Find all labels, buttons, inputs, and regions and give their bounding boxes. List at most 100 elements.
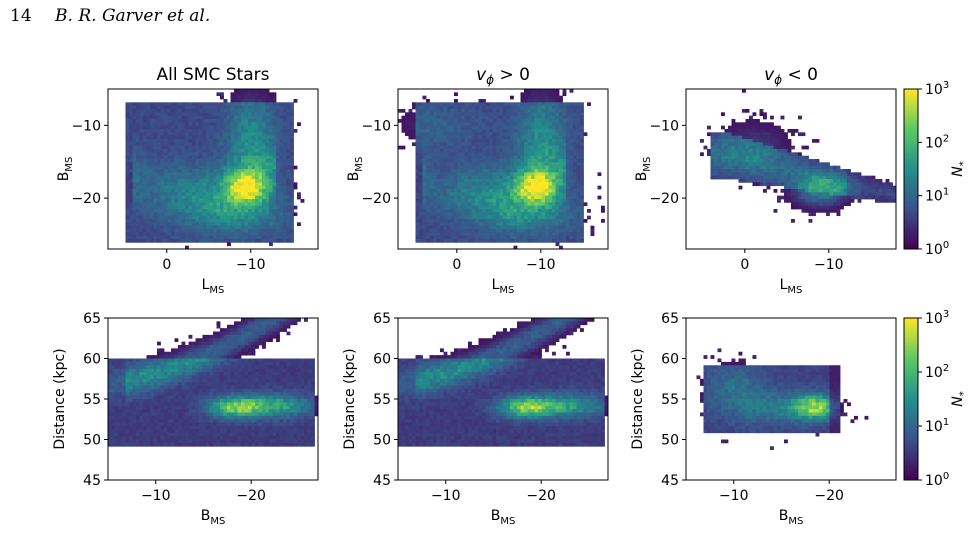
density-cell — [717, 175, 722, 180]
density-cell — [489, 132, 493, 137]
density-cell — [714, 139, 718, 143]
density-cell — [566, 142, 570, 147]
density-cell — [202, 202, 207, 207]
density-cell — [541, 209, 546, 213]
density-cell — [840, 179, 844, 183]
density-cell — [580, 145, 584, 150]
density-cell — [710, 162, 715, 167]
density-cell — [513, 212, 518, 217]
density-cell — [426, 209, 430, 213]
density-cell — [829, 195, 834, 200]
density-cell — [450, 109, 455, 113]
density-cell — [258, 145, 263, 150]
density-cell — [241, 175, 245, 180]
density-cell — [426, 155, 430, 160]
density-cell — [548, 152, 553, 157]
density-cell — [791, 155, 795, 160]
density-cell — [499, 189, 504, 193]
density-cell — [861, 182, 865, 187]
density-cell — [541, 239, 546, 243]
density-cell — [220, 179, 224, 183]
density-cell — [415, 169, 420, 173]
density-cell — [426, 179, 430, 183]
density-cell — [826, 182, 830, 187]
density-cell — [426, 152, 430, 157]
density-cell — [167, 229, 172, 233]
density-cell — [714, 149, 718, 153]
density-cell — [199, 215, 203, 220]
density-cell — [475, 149, 479, 153]
density-cell — [188, 165, 193, 170]
density-cell — [258, 222, 263, 227]
density-cell — [471, 165, 476, 170]
density-cell — [548, 182, 553, 187]
density-cell — [738, 135, 743, 140]
density-cell — [276, 239, 280, 243]
density-cell — [440, 122, 444, 127]
density-cell — [255, 155, 259, 160]
density-cell — [492, 192, 497, 197]
density-cell — [401, 125, 406, 130]
density-cell — [223, 129, 228, 133]
density-cell — [216, 152, 221, 157]
density-cell — [202, 112, 207, 117]
density-cell — [489, 125, 493, 130]
density-cell — [164, 155, 168, 160]
density-cell — [738, 125, 743, 130]
density-cell — [223, 122, 228, 127]
density-cell — [559, 205, 563, 210]
density-cell — [401, 122, 406, 127]
density-cell — [742, 125, 746, 130]
density-cell — [847, 189, 851, 193]
density-cell — [433, 109, 437, 113]
density-cell — [206, 132, 210, 137]
density-cell — [160, 222, 165, 227]
density-cell — [454, 225, 458, 230]
density-cell — [717, 159, 722, 163]
density-cell — [496, 122, 500, 127]
density-cell — [195, 125, 200, 130]
density-cell — [576, 175, 581, 180]
density-cell — [408, 135, 413, 140]
density-cell — [777, 182, 781, 187]
density-cell — [538, 142, 542, 147]
density-cell — [805, 155, 809, 160]
density-cell — [265, 185, 270, 190]
density-cell — [471, 239, 476, 243]
density-cell — [157, 132, 161, 137]
density-cell — [237, 145, 242, 150]
density-cell — [181, 125, 186, 130]
density-cell — [492, 105, 497, 110]
density-cell — [272, 185, 277, 190]
density-cell — [178, 159, 182, 163]
density-cell — [283, 215, 287, 220]
density-cell — [531, 125, 535, 130]
density-cell — [447, 172, 451, 177]
density-cell — [202, 132, 207, 137]
density-cell — [241, 165, 245, 170]
density-cell — [223, 182, 228, 187]
density-cell — [499, 125, 504, 130]
density-cell — [787, 139, 792, 143]
density-cell — [276, 145, 280, 150]
density-cell — [805, 199, 809, 203]
density-cell — [293, 212, 298, 217]
density-cell — [496, 132, 500, 137]
density-cell — [272, 155, 277, 160]
density-cell — [520, 142, 525, 147]
density-cell — [506, 215, 511, 220]
density-cell — [160, 139, 165, 143]
density-cell — [272, 239, 277, 243]
density-cell — [454, 239, 458, 243]
density-cell — [513, 102, 518, 107]
density-cell — [279, 115, 284, 120]
density-cell — [153, 205, 158, 210]
density-cell — [787, 172, 792, 177]
density-cell — [213, 185, 217, 190]
density-cell — [227, 179, 231, 183]
density-cell — [478, 169, 483, 173]
density-cell — [143, 149, 147, 153]
density-cell — [436, 189, 441, 193]
density-cell — [454, 99, 458, 103]
density-cell — [415, 175, 420, 180]
